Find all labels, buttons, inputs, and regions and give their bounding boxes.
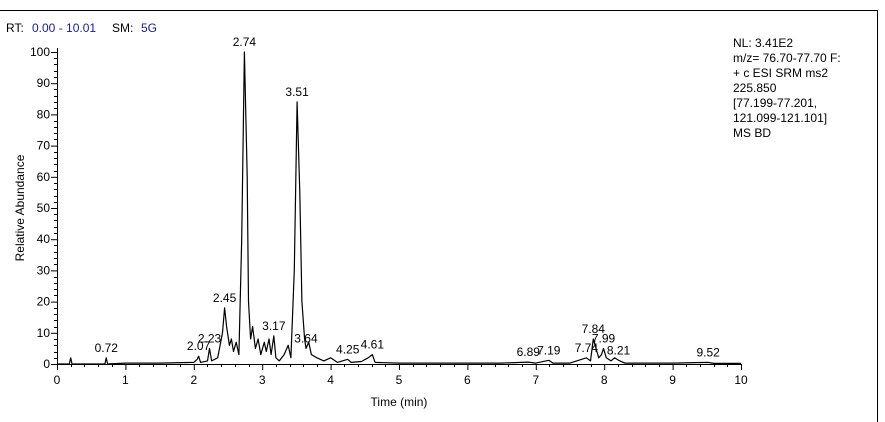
x-tick-label: 3 <box>259 373 266 387</box>
y-tick-label: 100 <box>30 45 50 59</box>
y-tick-label: 10 <box>37 326 51 340</box>
info-line: m/z= 76.70-77.70 F: <box>733 51 841 65</box>
info-line: 225.850 <box>733 81 777 95</box>
x-tick-label: 8 <box>601 373 608 387</box>
x-tick-label: 0 <box>54 373 61 387</box>
x-axis-title: Time (min) <box>371 395 428 409</box>
info-line: + c ESI SRM ms2 <box>733 66 828 80</box>
sm-value: 5G <box>141 21 157 35</box>
y-tick-label: 20 <box>37 295 51 309</box>
y-tick-label: 60 <box>37 170 51 184</box>
y-tick-label: 0 <box>43 357 50 371</box>
peak-label: 3.64 <box>294 331 318 345</box>
x-tick-label: 4 <box>327 373 334 387</box>
x-tick-label: 6 <box>464 373 471 387</box>
peak-label: 4.61 <box>361 338 385 352</box>
peak-label: 2.45 <box>213 291 237 305</box>
peak-label: 0.72 <box>95 341 119 355</box>
peak-label: 3.51 <box>285 85 309 99</box>
peak-label: 7.19 <box>537 343 561 357</box>
peak-label: 7.99 <box>592 331 616 345</box>
rt-label: RT: <box>6 21 24 35</box>
peak-label: 7.74 <box>575 341 599 355</box>
x-tick-label: 9 <box>669 373 676 387</box>
x-tick-label: 1 <box>122 373 129 387</box>
y-axis-title: Relative Abundance <box>13 154 27 261</box>
sm-label: SM: <box>112 21 133 35</box>
info-line: [77.199-77.201, <box>733 96 817 110</box>
peak-label: 2.74 <box>233 35 257 49</box>
y-tick-label: 50 <box>37 201 51 215</box>
info-line: MS BD <box>733 126 771 140</box>
peak-label: 2.07 <box>187 339 211 353</box>
peak-label: 4.25 <box>336 342 360 356</box>
y-tick-label: 30 <box>37 263 51 277</box>
peak-label: 2.23 <box>198 331 222 345</box>
info-line: NL: 3.41E2 <box>733 36 793 50</box>
trace <box>57 51 741 365</box>
y-tick-label: 80 <box>37 107 51 121</box>
y-tick-label: 70 <box>37 139 51 153</box>
x-tick-label: 5 <box>396 373 403 387</box>
peak-label: 8.21 <box>607 343 631 357</box>
x-tick-label: 10 <box>734 373 748 387</box>
peak-label: 6.89 <box>517 345 541 359</box>
peak-label: 9.52 <box>696 345 720 359</box>
x-tick-label: 2 <box>190 373 197 387</box>
info-line: 121.099-121.101] <box>733 111 827 125</box>
peak-label: 7.84 <box>582 322 606 336</box>
y-tick-label: 40 <box>37 232 51 246</box>
rt-range: 0.00 - 10.01 <box>32 21 96 35</box>
y-tick-label: 90 <box>37 76 51 90</box>
x-tick-label: 7 <box>532 373 539 387</box>
peak-label: 3.17 <box>262 319 286 333</box>
